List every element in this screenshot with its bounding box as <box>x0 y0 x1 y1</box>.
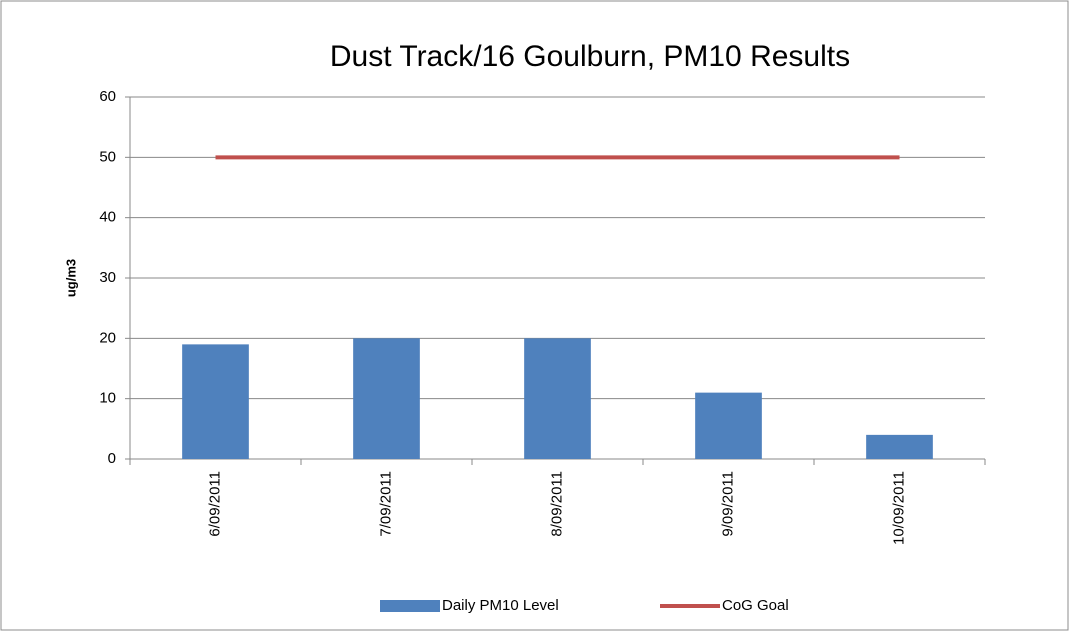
y-axis-label: ug/m3 <box>63 259 78 297</box>
y-tick-label: 30 <box>99 269 116 286</box>
y-tick-label: 50 <box>99 148 116 165</box>
legend-label: CoG Goal <box>722 597 789 614</box>
x-tick-label: 7/09/2011 <box>377 471 394 537</box>
bar <box>695 392 762 459</box>
legend-swatch <box>380 600 440 612</box>
x-tick-label: 9/09/2011 <box>719 471 736 537</box>
chart-title: Dust Track/16 Goulburn, PM10 Results <box>330 40 850 73</box>
y-tick-label: 20 <box>99 329 116 346</box>
y-tick-label: 60 <box>99 88 116 105</box>
y-tick-label: 0 <box>108 450 116 467</box>
bar <box>353 338 420 459</box>
x-tick-label: 6/09/2011 <box>206 471 223 537</box>
bar <box>182 344 249 459</box>
bar <box>866 434 933 459</box>
y-tick-label: 40 <box>99 209 116 226</box>
bar <box>524 338 591 459</box>
legend-label: Daily PM10 Level <box>442 597 559 614</box>
y-tick-label: 10 <box>99 390 116 407</box>
x-tick-label: 10/09/2011 <box>890 471 907 545</box>
x-tick-label: 8/09/2011 <box>548 471 565 537</box>
